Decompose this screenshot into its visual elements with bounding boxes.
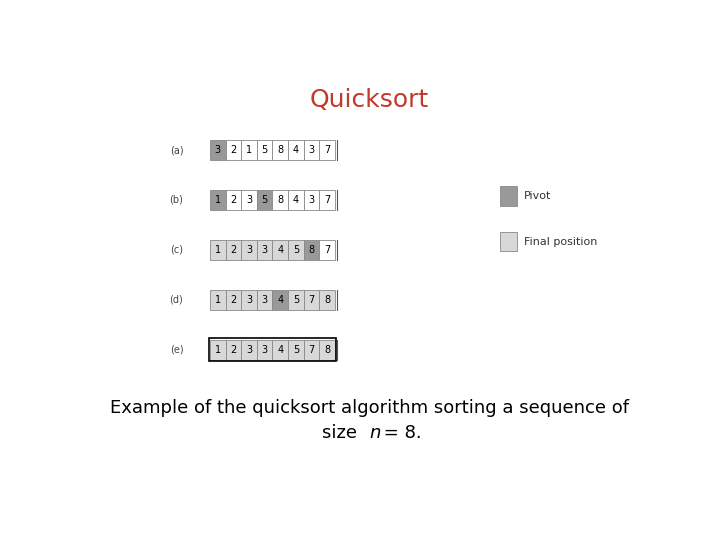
Bar bbox=[225, 340, 241, 360]
Bar bbox=[272, 240, 288, 260]
Bar bbox=[288, 340, 304, 360]
Bar bbox=[241, 340, 257, 360]
Bar bbox=[304, 340, 320, 360]
Text: 7: 7 bbox=[324, 145, 330, 155]
Text: 3: 3 bbox=[308, 195, 315, 205]
Bar bbox=[210, 240, 225, 260]
Text: 2: 2 bbox=[230, 145, 237, 155]
Text: = 8.: = 8. bbox=[379, 424, 422, 442]
Bar bbox=[320, 240, 335, 260]
Text: Final position: Final position bbox=[523, 237, 597, 247]
Text: 1: 1 bbox=[246, 145, 252, 155]
Text: 8: 8 bbox=[324, 295, 330, 305]
Bar bbox=[288, 140, 304, 160]
Text: 1: 1 bbox=[215, 295, 221, 305]
Text: 8: 8 bbox=[308, 245, 315, 255]
Text: 7: 7 bbox=[308, 345, 315, 355]
Bar bbox=[241, 290, 257, 310]
Bar bbox=[257, 140, 272, 160]
Bar bbox=[210, 290, 225, 310]
Bar bbox=[210, 340, 225, 360]
Text: 1: 1 bbox=[215, 345, 221, 355]
Text: 3: 3 bbox=[261, 295, 268, 305]
Bar bbox=[225, 190, 241, 210]
Bar bbox=[304, 290, 320, 310]
Text: 5: 5 bbox=[293, 295, 299, 305]
Bar bbox=[225, 290, 241, 310]
Text: 2: 2 bbox=[230, 345, 237, 355]
Text: size: size bbox=[323, 424, 369, 442]
Text: 1: 1 bbox=[215, 195, 221, 205]
Bar bbox=[320, 290, 335, 310]
Text: (b): (b) bbox=[169, 195, 184, 205]
Text: 3: 3 bbox=[246, 345, 252, 355]
Bar bbox=[257, 190, 272, 210]
Text: 8: 8 bbox=[277, 145, 284, 155]
Text: 8: 8 bbox=[277, 195, 284, 205]
Bar bbox=[304, 190, 320, 210]
Text: 5: 5 bbox=[293, 345, 299, 355]
Bar bbox=[320, 190, 335, 210]
Bar bbox=[272, 340, 288, 360]
Bar bbox=[288, 190, 304, 210]
Text: 7: 7 bbox=[324, 245, 330, 255]
Bar bbox=[272, 290, 288, 310]
Bar bbox=[225, 140, 241, 160]
Text: 7: 7 bbox=[324, 195, 330, 205]
Text: 3: 3 bbox=[308, 145, 315, 155]
Text: (a): (a) bbox=[170, 145, 184, 155]
Text: 4: 4 bbox=[293, 195, 299, 205]
Text: n: n bbox=[369, 424, 380, 442]
Text: Example of the quicksort algorithm sorting a sequence of: Example of the quicksort algorithm sorti… bbox=[109, 399, 629, 417]
Text: 4: 4 bbox=[277, 245, 284, 255]
Text: Quicksort: Quicksort bbox=[310, 87, 428, 112]
Bar bbox=[304, 140, 320, 160]
Bar bbox=[320, 140, 335, 160]
Bar bbox=[210, 338, 336, 361]
Text: Pivot: Pivot bbox=[523, 191, 551, 201]
Text: 7: 7 bbox=[308, 295, 315, 305]
Text: 3: 3 bbox=[261, 245, 268, 255]
Text: (d): (d) bbox=[170, 295, 184, 305]
Bar bbox=[272, 140, 288, 160]
Text: 3: 3 bbox=[246, 195, 252, 205]
Bar bbox=[500, 186, 517, 206]
Bar bbox=[304, 240, 320, 260]
Text: (e): (e) bbox=[170, 345, 184, 355]
Bar bbox=[288, 290, 304, 310]
Text: 4: 4 bbox=[277, 345, 284, 355]
Bar bbox=[210, 190, 225, 210]
Bar bbox=[257, 340, 272, 360]
Text: 3: 3 bbox=[215, 145, 221, 155]
Text: 1: 1 bbox=[215, 245, 221, 255]
Text: 4: 4 bbox=[293, 145, 299, 155]
Bar bbox=[272, 190, 288, 210]
Text: 8: 8 bbox=[324, 345, 330, 355]
Text: 3: 3 bbox=[246, 295, 252, 305]
Bar bbox=[288, 240, 304, 260]
Bar bbox=[241, 190, 257, 210]
Text: 5: 5 bbox=[293, 245, 299, 255]
Bar bbox=[500, 232, 517, 252]
Bar bbox=[320, 340, 335, 360]
Bar bbox=[210, 140, 225, 160]
Bar bbox=[257, 240, 272, 260]
Bar bbox=[257, 290, 272, 310]
Text: 2: 2 bbox=[230, 195, 237, 205]
Text: 5: 5 bbox=[261, 145, 268, 155]
Bar bbox=[241, 240, 257, 260]
Text: 3: 3 bbox=[246, 245, 252, 255]
Text: 3: 3 bbox=[261, 345, 268, 355]
Text: 2: 2 bbox=[230, 295, 237, 305]
Text: 2: 2 bbox=[230, 245, 237, 255]
Text: (c): (c) bbox=[170, 245, 183, 255]
Bar bbox=[241, 140, 257, 160]
Bar bbox=[225, 240, 241, 260]
Text: 5: 5 bbox=[261, 195, 268, 205]
Text: 4: 4 bbox=[277, 295, 284, 305]
